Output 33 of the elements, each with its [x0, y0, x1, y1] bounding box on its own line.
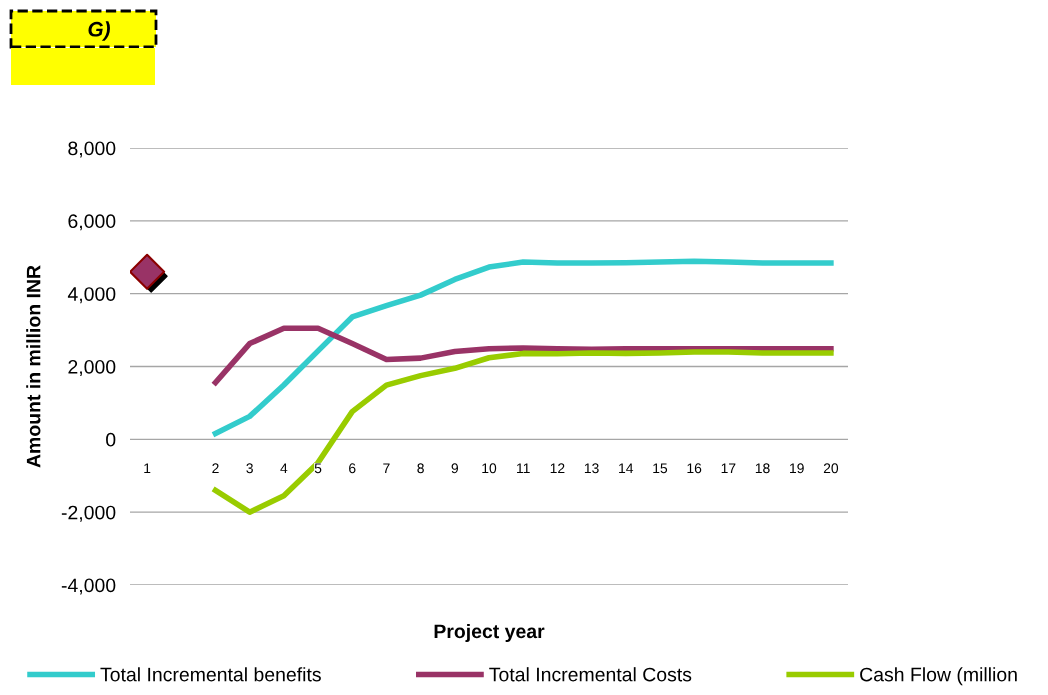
x-tick-label: 11 [517, 463, 530, 474]
x-tick-label: 7 [383, 463, 390, 474]
x-tick-label: 16 [687, 463, 702, 474]
x-tick-label: 12 [550, 463, 565, 474]
x-tick-label: 15 [653, 463, 668, 474]
y-tick-label: 4,000 [67, 287, 116, 304]
legend-label: Cash Flow (million [860, 667, 1017, 686]
x-tick-label: 18 [755, 463, 770, 474]
x-tick-label: 9 [451, 463, 459, 474]
y-tick-label: 6,000 [68, 214, 116, 231]
x-tick-label: 8 [417, 463, 424, 474]
x-tick-label: 4 [280, 463, 288, 474]
x-tick-label: 3 [246, 463, 253, 474]
legend-label: Total Incremental Costs [489, 667, 692, 682]
x-tick-label: 10 [482, 463, 497, 474]
y-tick-label: 8,000 [68, 141, 116, 158]
y-tick-label: -4,000 [61, 578, 116, 595]
y-axis-title: Amount in million INR [26, 265, 41, 468]
x-tick-label: 17 [721, 463, 736, 474]
x-tick-label: 1 [144, 463, 151, 474]
x-tick-label: 6 [349, 463, 356, 474]
x-tick-label: 5 [314, 463, 322, 474]
x-tick-label: 20 [823, 463, 839, 474]
x-axis-title: Project year [434, 623, 545, 643]
y-tick-label: 2,000 [68, 359, 116, 377]
x-tick-label: 2 [212, 463, 219, 474]
x-tick-label: 14 [619, 463, 634, 474]
chart-title: G) [88, 21, 110, 41]
x-tick-label: 13 [584, 463, 599, 474]
y-tick-label: -2,000 [61, 505, 116, 522]
x-tick-label: 19 [790, 463, 804, 474]
legend-label: Total Incremental benefits [100, 667, 321, 682]
y-tick-label: 0 [106, 432, 116, 447]
